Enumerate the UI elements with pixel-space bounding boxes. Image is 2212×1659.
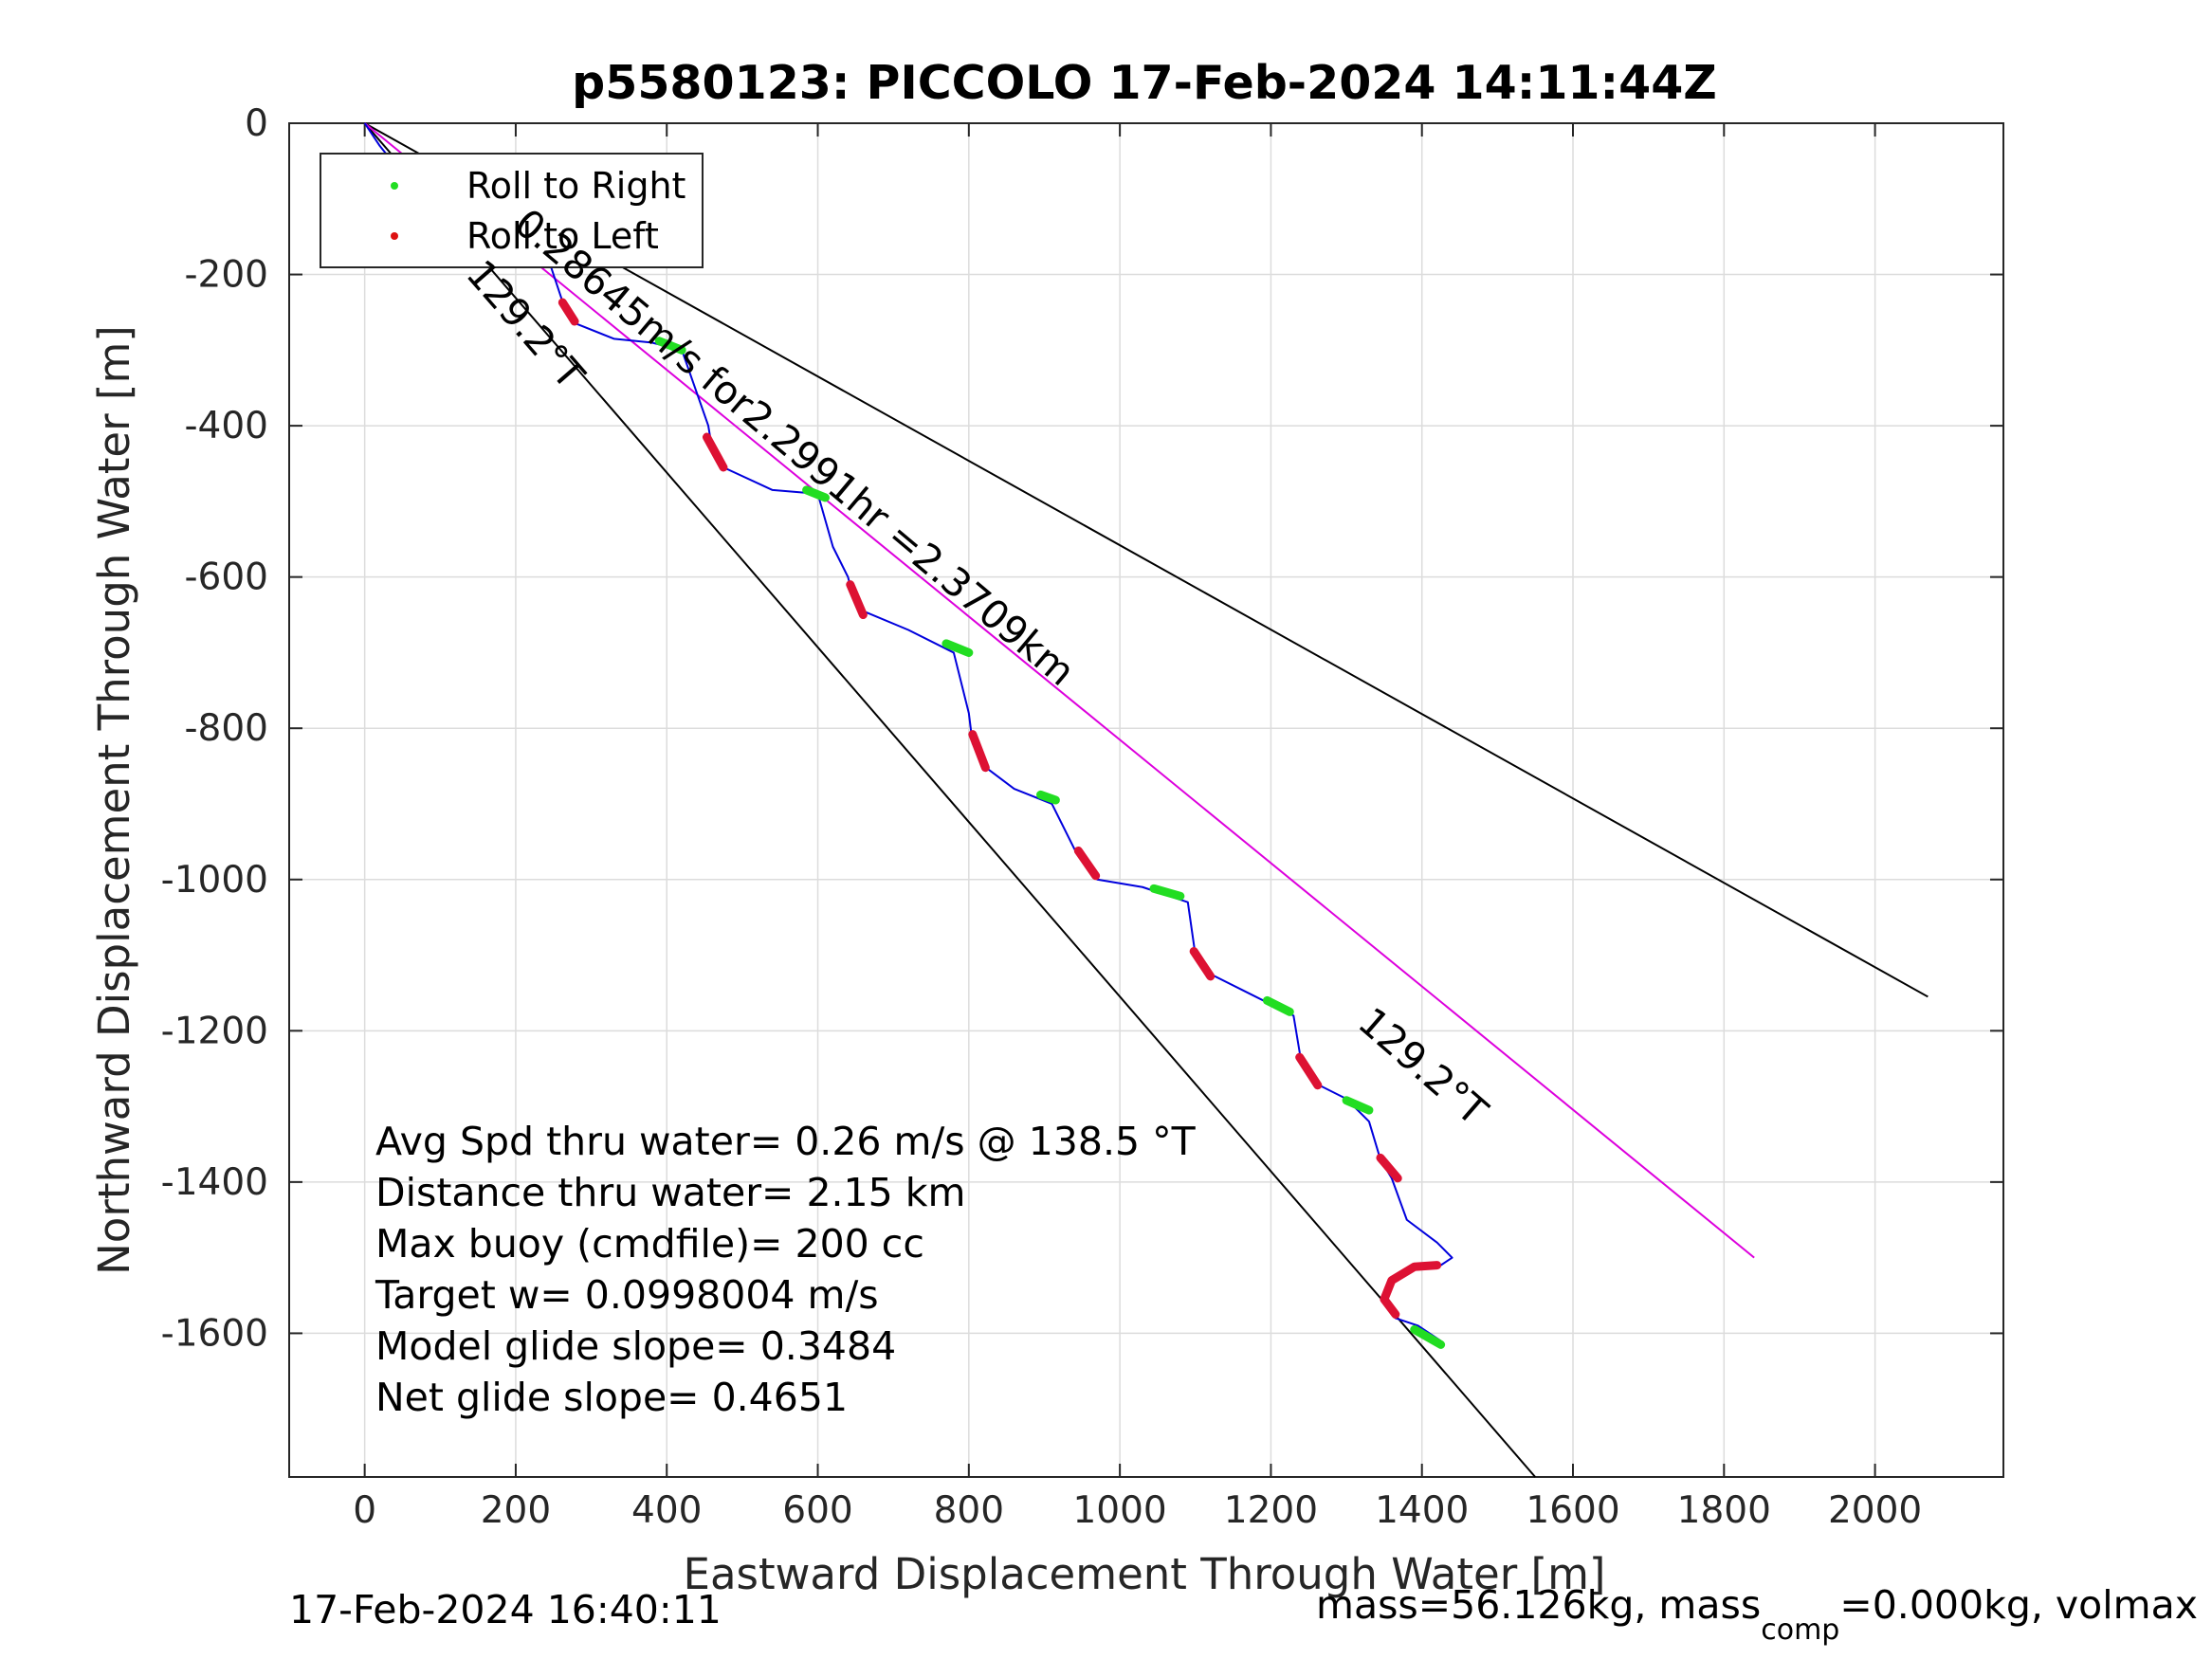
roll-right-segment [802, 485, 830, 502]
y-tick-label: -800 [184, 707, 268, 750]
roll-right-segment [654, 337, 686, 355]
y-tick-label: -200 [184, 254, 268, 297]
roll-left-segment [1073, 846, 1101, 881]
reference-line [364, 122, 1755, 1259]
stats-notes: Avg Spd thru water= 0.26 m/s @ 138.5 °T … [375, 1119, 1197, 1420]
y-tick-label: -1600 [161, 1312, 268, 1355]
legend-label-left: Roll to Left [466, 215, 659, 257]
x-tick-label: 1000 [1072, 1489, 1166, 1532]
note-avg-speed: Avg Spd thru water= 0.26 m/s @ 138.5 °T [375, 1119, 1197, 1164]
reference-line [363, 122, 1536, 1478]
reference-lines [363, 122, 1929, 1478]
roll-left-segment [558, 298, 579, 326]
roll-left-segment [1380, 1261, 1442, 1319]
x-tick-label: 1400 [1375, 1489, 1469, 1532]
footer-mass-text: mass=56.126kg, mass [1316, 1582, 1761, 1628]
roll-right-segment [1262, 995, 1294, 1016]
x-tick-label: 1600 [1526, 1489, 1619, 1532]
y-tick-label: -400 [184, 405, 268, 447]
reference-line [364, 122, 1929, 998]
footer-mass-sub: comp [1761, 1613, 1839, 1647]
footer-mass: mass=56.126kg, masscomp=0.000kg, volmax [1316, 1582, 2198, 1647]
note-net-glide: Net glide slope= 0.4651 [375, 1375, 848, 1420]
legend-label-right: Roll to Right [466, 165, 686, 207]
x-tick-label: 2000 [1828, 1489, 1922, 1532]
roll-right-segment [1035, 790, 1060, 805]
footer-mass-rest: =0.000kg, volmax [1839, 1582, 2198, 1628]
grid-lines [289, 122, 2003, 1477]
roll-left-segment [1295, 1052, 1323, 1090]
x-tick-label: 1200 [1224, 1489, 1318, 1532]
x-tick-label: 1800 [1677, 1489, 1771, 1532]
roll-right-segment [941, 639, 974, 657]
x-tick-label: 200 [481, 1489, 551, 1532]
axis-ticks: 0 200 400 600 800 1000 1200 1400 1600 1800 2000 0 -2… [161, 102, 2003, 1532]
note-target-w: Target w= 0.0998004 m/s [375, 1272, 879, 1318]
roll-left-segment [846, 580, 868, 620]
x-tick-label: 600 [782, 1489, 852, 1532]
x-tick-label: 400 [631, 1489, 702, 1532]
note-distance: Distance thru water= 2.15 km [375, 1170, 965, 1215]
x-axis-label: Eastward Displacement Through Water [m] [684, 1549, 1606, 1599]
chart-title: p5580123: PICCOLO 17-Feb-2024 14:11:44Z [572, 56, 1717, 110]
x-tick-label: 0 [353, 1489, 376, 1532]
y-axis-label: Northward Displacement Through Water [m] [89, 325, 139, 1275]
legend: Roll to Right Roll to Left [320, 153, 704, 268]
roll-right-segment [1342, 1096, 1374, 1115]
footer-timestamp: 17-Feb-2024 16:40:11 [289, 1587, 722, 1632]
plot-area-frame [288, 122, 2004, 1478]
roll-left-segment [702, 432, 728, 472]
y-tick-label: -1200 [161, 1010, 268, 1052]
note-max-buoy: Max buoy (cmdfile)= 200 cc [375, 1221, 924, 1267]
y-tick-label: -1000 [161, 859, 268, 902]
roll-left-segment [1376, 1153, 1402, 1183]
y-tick-label: -1400 [161, 1161, 268, 1204]
roll-right-segment [1410, 1324, 1446, 1349]
y-tick-label: 0 [245, 102, 268, 145]
x-tick-label: 800 [934, 1489, 1004, 1532]
roll-left-segment [968, 730, 990, 773]
legend-marker-right [391, 182, 398, 190]
roll-right-segment [1149, 884, 1185, 901]
legend-box [320, 153, 704, 268]
note-model-glide: Model glide slope= 0.3484 [375, 1323, 896, 1369]
y-tick-label: -600 [184, 556, 268, 599]
roll-left-segment [1189, 947, 1216, 981]
legend-marker-left [391, 232, 398, 240]
